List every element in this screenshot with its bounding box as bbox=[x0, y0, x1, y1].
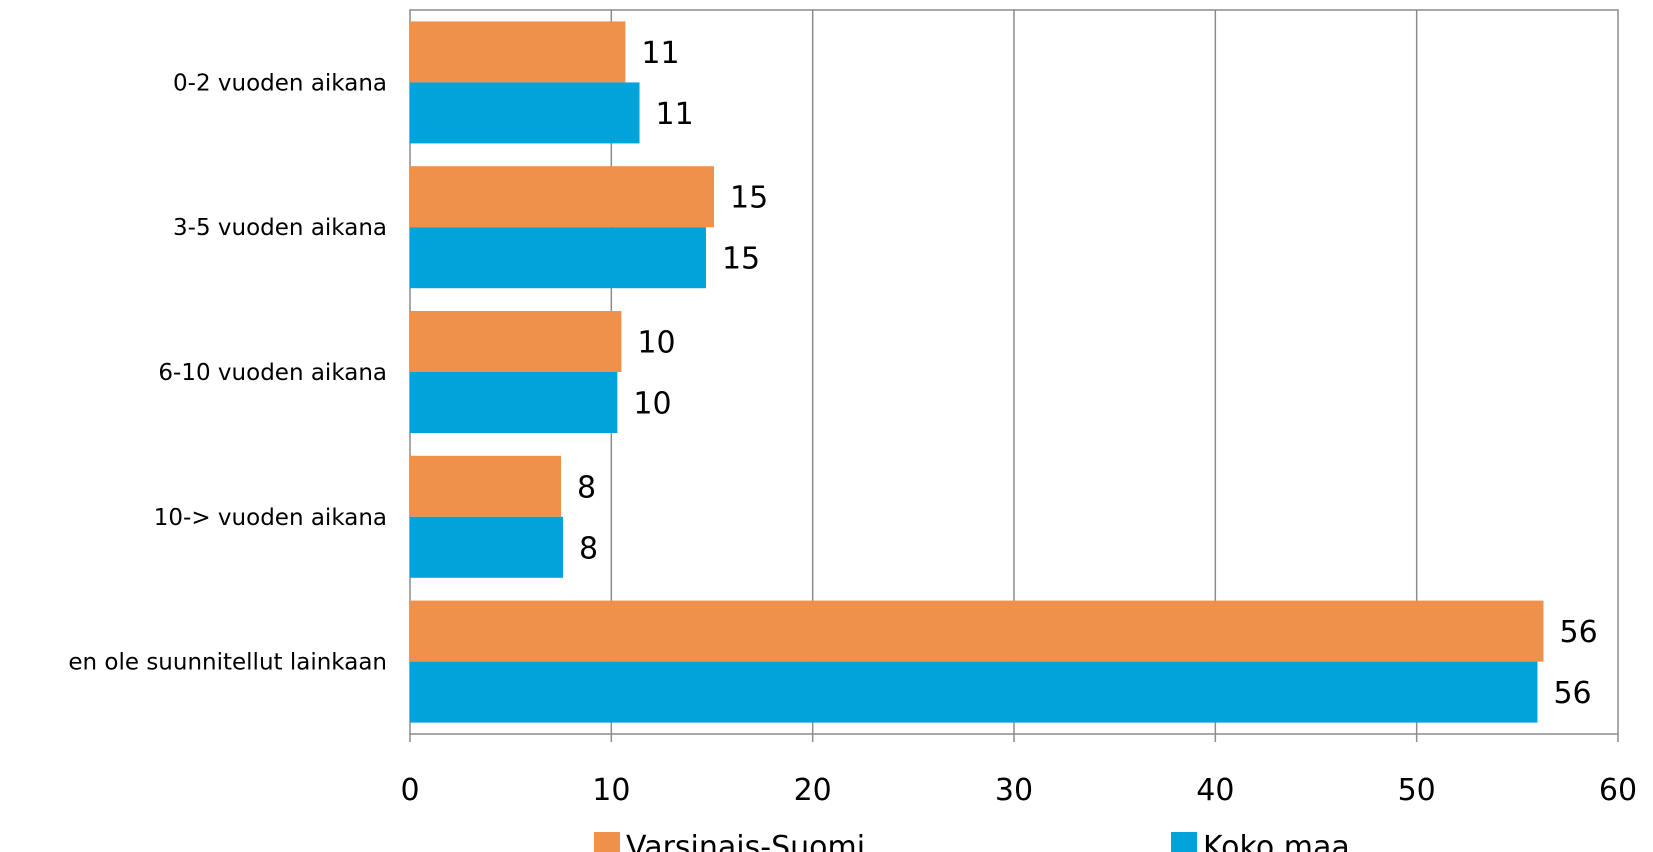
bar bbox=[410, 455, 561, 517]
legend-swatch bbox=[594, 832, 620, 852]
category-label: 10-> vuoden aikana bbox=[154, 505, 387, 531]
legend-label: Varsinais-Suomi bbox=[626, 830, 865, 852]
bar bbox=[410, 372, 618, 433]
bar bbox=[410, 166, 715, 228]
x-tick-labels: 0 10 20 30 40 50 60 bbox=[400, 773, 1637, 808]
data-label: 10 bbox=[633, 387, 671, 422]
bar bbox=[410, 21, 626, 83]
x-tick-label: 60 bbox=[1599, 773, 1637, 808]
x-tick-label: 40 bbox=[1196, 773, 1234, 808]
x-tick-label: 30 bbox=[995, 773, 1033, 808]
bar bbox=[410, 661, 1538, 723]
bars bbox=[410, 21, 1544, 723]
data-label: 11 bbox=[641, 36, 679, 71]
bar bbox=[410, 600, 1544, 662]
x-tick-label: 50 bbox=[1398, 773, 1436, 808]
bar bbox=[410, 516, 564, 578]
bar bbox=[410, 82, 640, 144]
category-label: en ole suunnitellut lainkaan bbox=[68, 650, 387, 676]
data-labels: 11 11 15 15 10 10 8 8 56 56 bbox=[577, 36, 1598, 711]
data-label: 56 bbox=[1560, 615, 1598, 650]
x-tick-label: 10 bbox=[592, 773, 630, 808]
bar bbox=[410, 311, 622, 372]
data-label: 56 bbox=[1553, 676, 1591, 711]
data-label: 8 bbox=[577, 470, 596, 505]
data-label: 15 bbox=[730, 181, 768, 216]
category-labels: 0-2 vuoden aikana 3-5 vuoden aikana 6-10 v… bbox=[68, 70, 387, 675]
bar bbox=[410, 227, 706, 289]
data-label: 15 bbox=[722, 242, 760, 277]
category-label: 3-5 vuoden aikana bbox=[173, 215, 387, 241]
legend-label: Koko maa bbox=[1203, 830, 1350, 852]
legend-swatch bbox=[1171, 832, 1197, 852]
x-tick-label: 20 bbox=[794, 773, 832, 808]
legend: Varsinais-Suomi Koko maa bbox=[594, 830, 1350, 852]
data-label: 10 bbox=[637, 326, 675, 361]
category-label: 0-2 vuoden aikana bbox=[173, 70, 387, 96]
category-label: 6-10 vuoden aikana bbox=[158, 360, 387, 386]
data-label: 8 bbox=[579, 531, 598, 566]
data-label: 11 bbox=[656, 97, 694, 132]
x-tick-label: 0 bbox=[400, 773, 419, 808]
